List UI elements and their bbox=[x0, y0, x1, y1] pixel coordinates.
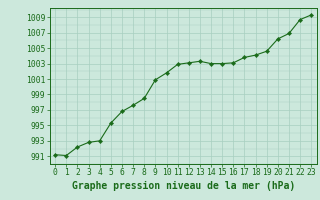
X-axis label: Graphe pression niveau de la mer (hPa): Graphe pression niveau de la mer (hPa) bbox=[72, 181, 295, 191]
